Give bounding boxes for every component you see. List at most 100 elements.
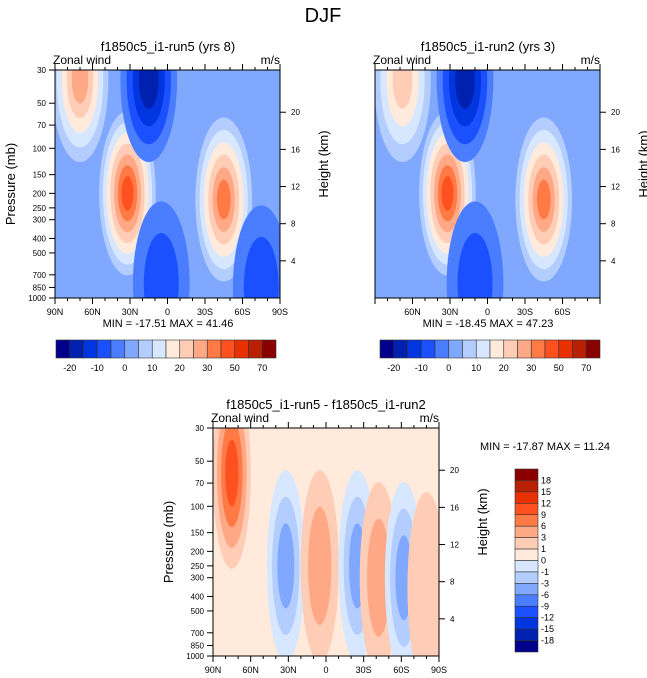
contour-level-12	[121, 176, 134, 211]
colorbar-label: 20	[499, 363, 509, 373]
colorbar-swatch	[248, 339, 263, 359]
contour-level-3	[143, 232, 179, 298]
colorbar-swatch	[55, 339, 71, 359]
panel-top-right: f1850c5_i1-run2 (yrs 3)Zonal wind m/s 60N 3…	[373, 39, 647, 373]
units-label: m/s	[420, 411, 439, 425]
contour-level-12	[441, 176, 454, 211]
colorbar-swatch	[514, 617, 539, 630]
contour-level-9	[407, 492, 439, 656]
colorbar-label: -18	[541, 636, 554, 646]
y-tick-label: 250	[191, 562, 205, 571]
colorbar-label: -20	[387, 363, 400, 373]
x-tick-label: 0	[165, 307, 170, 317]
colorbar-label: -6	[541, 590, 549, 600]
colorbar-swatch	[514, 491, 539, 504]
colorbar-swatch	[179, 339, 194, 359]
colorbar-label: -12	[541, 613, 554, 623]
y-tick-label: 850	[33, 283, 47, 292]
colorbar-swatch	[151, 339, 167, 359]
y-tick-label: 150	[33, 171, 47, 180]
x-tick-label: 60S	[393, 665, 409, 675]
y-right-tick-label: 16	[291, 145, 300, 154]
colorbar-label: 50	[554, 363, 564, 373]
y-tick-label: 100	[191, 502, 205, 511]
colorbar: -20 -10 0 10 20 30 50 70	[379, 339, 601, 373]
colorbar-swatch	[514, 583, 539, 596]
y-right-tick-label: 20	[611, 108, 620, 117]
colorbar-label: 12	[541, 498, 551, 508]
colorbar-swatch	[165, 339, 181, 359]
colorbar-label: 0	[122, 363, 127, 373]
colorbar: -20 -10 0 10 20 30 50 70	[55, 339, 277, 373]
x-tick-label: 30N	[122, 307, 139, 317]
x-tick-label: 90N	[47, 307, 64, 317]
y-right-tick-label: 4	[611, 257, 616, 266]
x-tick-label: 30S	[517, 307, 533, 317]
x-tick-label: 30S	[356, 665, 372, 675]
contour-level-3	[457, 232, 493, 298]
colorbar-swatch	[83, 339, 98, 359]
colorbar-swatch	[475, 339, 491, 359]
colorbar-swatch	[530, 339, 546, 359]
contour-level-11	[536, 179, 551, 220]
colorbar-swatch	[124, 339, 139, 359]
colorbar-swatch	[379, 339, 395, 359]
x-tick-label: 30N	[280, 665, 297, 675]
y-right-tick-label: 16	[450, 503, 459, 512]
colorbar-swatch	[514, 514, 539, 527]
panel-top-left: f1850c5_i1-run5 (yrs 8)Zonal wind m/s 90N 6…	[3, 39, 331, 373]
x-tick-label: 30S	[197, 307, 213, 317]
y-tick-label: 70	[195, 479, 204, 488]
min-max-stats: MIN = -17.87 MAX = 11.24	[480, 441, 610, 453]
colorbar-label: 9	[541, 510, 546, 520]
y-right-tick-label: 12	[291, 183, 300, 192]
y-right-tick-label: 8	[450, 578, 455, 587]
y-right-tick-label: 12	[450, 541, 459, 550]
y-tick-label: 1000	[28, 294, 46, 303]
y-tick-label: 500	[191, 607, 205, 616]
colorbar-label: -10	[91, 363, 104, 373]
x-tick-label: 30N	[442, 307, 459, 317]
y-right-axis-label: Height (km)	[475, 488, 490, 555]
contour-level-12	[225, 439, 239, 507]
contour-level-9	[392, 70, 413, 109]
colorbar-swatch	[514, 628, 539, 641]
plot-area	[55, 70, 280, 298]
contour-level-10	[71, 70, 89, 104]
y-tick-label: 300	[33, 216, 47, 225]
colorbar-label: 0	[541, 556, 546, 566]
colorbar-swatch	[514, 594, 539, 607]
y-right-tick-label: 4	[291, 257, 296, 266]
colorbar-label: 50	[230, 363, 240, 373]
y-tick-label: 200	[33, 189, 47, 198]
y-right-tick-label: 4	[450, 615, 455, 624]
colorbar-swatch	[462, 339, 477, 359]
y-tick-label: 30	[37, 66, 46, 75]
colorbar-swatch	[193, 339, 208, 359]
colorbar-label: 70	[581, 363, 591, 373]
colorbar-swatch	[514, 640, 539, 653]
colorbar-swatch	[407, 339, 422, 359]
y-axis-label: Pressure (mb)	[161, 501, 176, 583]
y-right-tick-label: 8	[291, 220, 296, 229]
colorbar-swatch	[514, 571, 539, 584]
colorbar-swatch	[138, 339, 153, 359]
colorbar-swatch	[514, 537, 539, 550]
x-tick-label: 60N	[242, 665, 259, 675]
x-tick-label: 0	[485, 307, 490, 317]
colorbar-swatch	[514, 605, 539, 618]
y-tick-label: 200	[191, 547, 205, 556]
y-tick-label: 700	[191, 629, 205, 638]
colorbar-swatch	[514, 503, 539, 516]
y-tick-label: 400	[33, 234, 47, 243]
x-tick-label: 60N	[84, 307, 101, 317]
colorbar-swatch	[110, 339, 126, 359]
colorbar-label: -15	[541, 624, 554, 634]
x-tick-label: 90S	[272, 307, 288, 317]
x-tick-label: 60S	[234, 307, 250, 317]
colorbar-label: 0	[446, 363, 451, 373]
colorbar-swatch	[514, 525, 539, 538]
y-tick-label: 300	[191, 574, 205, 583]
